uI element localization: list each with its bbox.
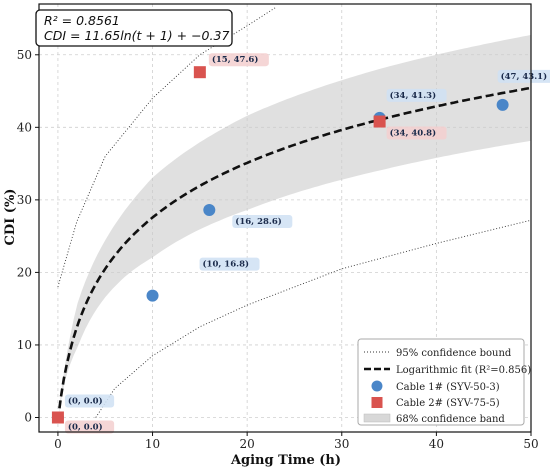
x-tick-label: 20 [240, 437, 255, 451]
cable2-annotation-bg [208, 53, 269, 67]
cable2-marker [51, 411, 64, 424]
x-axis-title: Aging Time (h) [230, 453, 341, 468]
cable1-annotation: (0, 0.0) [68, 395, 103, 406]
confidence-bound-upper [57, 7, 276, 288]
cable1-annotation-bg [232, 215, 293, 229]
x-tick-label: 50 [523, 437, 538, 451]
y-tick-label: 0 [24, 410, 32, 424]
cable1-annotation-bg [64, 394, 115, 408]
y-tick-label: 30 [17, 193, 32, 207]
cable2-annotation: (0, 0.0) [68, 421, 103, 432]
legend-frame [357, 338, 525, 426]
r-squared-text: R² = 0.8561 [44, 13, 120, 28]
axes: 0 10 20 30 40 50 0 10 20 30 40 50 [17, 3, 539, 451]
cable1-annotation: (34, 41.3) [390, 90, 437, 101]
x-tick-label: 40 [429, 437, 444, 451]
cable1-annotation: (10, 16.8) [203, 259, 250, 270]
x-tick-label: 30 [334, 437, 349, 451]
legend-cable2-swatch [371, 397, 383, 408]
stats-box-frame [35, 9, 233, 47]
legend-cable1-label: Cable 1# (SYV-50-3) [396, 382, 500, 393]
y-tick-label: 40 [17, 120, 32, 134]
y-tick-label: 10 [17, 338, 32, 352]
cable2-marker [193, 66, 206, 79]
log-fit-curve [56, 86, 532, 421]
cable1-annotation-bg [199, 257, 260, 271]
x-tick-label: 0 [54, 437, 62, 451]
cable1-annotation: (47, 43.1) [501, 71, 547, 82]
confidence-bound-lower [95, 219, 531, 418]
fit-equation-text: CDI = 11.65ln(t + 1) + −0.37 [44, 28, 229, 43]
legend-cable1-swatch [371, 380, 383, 392]
x-tick-label: 10 [145, 437, 160, 451]
cable1-marker [146, 289, 159, 302]
plot-frame [38, 3, 532, 433]
stats-box: R² = 0.8561 CDI = 11.65ln(t + 1) + −0.37 [35, 9, 233, 47]
legend-band-swatch [363, 413, 391, 423]
cable1-annotation-bg [497, 69, 550, 83]
y-tick-label: 20 [17, 265, 32, 279]
y-tick-label: 50 [17, 48, 32, 62]
cable2-annotation-bg [64, 420, 115, 434]
legend-cable2-label: Cable 2# (SYV-75-5) [396, 398, 500, 409]
y-axis-title: CDI (%) [3, 189, 18, 246]
confidence-bounds [57, 7, 531, 418]
cable2-annotation: (34, 40.8) [390, 128, 437, 139]
fit-line [56, 86, 532, 421]
legend-bound-label: 95% confidence bound [396, 348, 512, 359]
cable2-annotation-bg [386, 126, 447, 140]
cable2-annotation: (15, 47.6) [212, 54, 259, 65]
data-annotations: (0, 0.0) (10, 16.8) (16, 28.6) (34, 41.3) (4… [64, 53, 550, 434]
legend-band-label: 68% confidence band [396, 414, 505, 425]
cable1-marker [203, 204, 216, 217]
cable2-marker [373, 115, 386, 128]
legend: 95% confidence bound Logarithmic fit (R²… [357, 338, 531, 426]
cable1-annotation: (16, 28.6) [235, 216, 281, 227]
cable1-annotation-bg [386, 88, 447, 102]
data-markers [51, 66, 509, 424]
cable1-marker [496, 98, 509, 111]
legend-fit-label: Logarithmic fit (R²=0.856) [396, 365, 531, 376]
